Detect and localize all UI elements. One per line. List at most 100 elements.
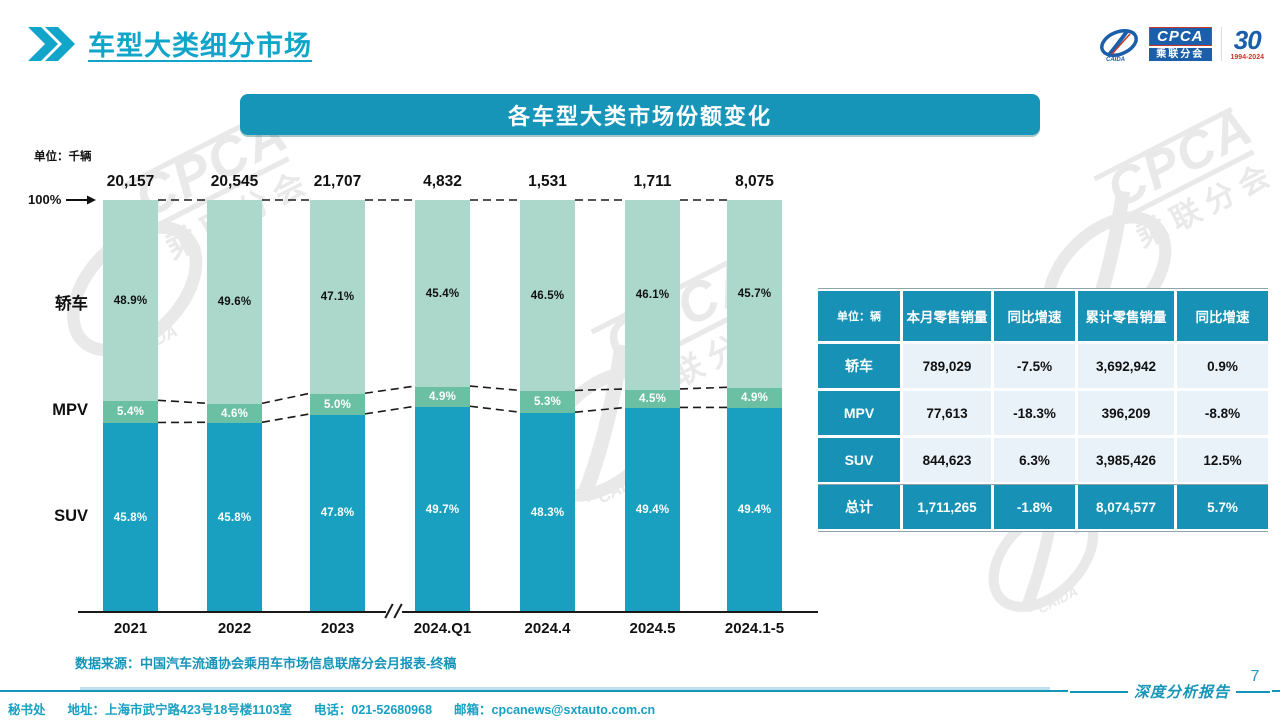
segment-value-label: 4.6%	[220, 407, 248, 420]
unit-label: 单位：千辆	[34, 151, 92, 163]
axis-100-label: 100%	[28, 192, 97, 207]
anniversary-number: 30	[1233, 25, 1262, 55]
segment-value-label: 49.4%	[737, 504, 772, 517]
SUV-segment: 45.8%	[103, 423, 158, 612]
SUV-segment: 49.4%	[727, 408, 782, 612]
cpca-subtext: 乘联分会	[1149, 48, 1212, 61]
footer-item: 秘书处	[8, 703, 46, 717]
segment-value-label: 45.7%	[737, 288, 772, 301]
stacked-bar: 47.1% 5.0% 47.8%	[310, 200, 365, 612]
segment-value-label: 5.4%	[116, 406, 144, 419]
table-data-cell: 5.7%	[1177, 485, 1268, 529]
table-row-label: MPV	[818, 391, 900, 435]
footer-item: 地址：上海市武宁路423号18号楼1103室	[67, 703, 292, 717]
category-label-MPV: MPV	[52, 401, 88, 420]
page-title: 车型大类细分市场	[88, 31, 312, 61]
bar-total-label: 21,707	[313, 173, 362, 190]
table-data-cell: 789,029	[903, 344, 991, 388]
轿车-segment: 47.1%	[310, 200, 365, 395]
segment-value-label: 4.9%	[740, 392, 768, 405]
table-data-cell: 396,209	[1078, 391, 1174, 435]
轿车-segment: 46.5%	[520, 200, 575, 392]
svg-text:CAIDA: CAIDA	[1106, 57, 1125, 62]
segment-value-label: 49.7%	[425, 503, 460, 516]
segment-value-label: 48.3%	[530, 506, 565, 519]
轿车-segment: 45.4%	[415, 200, 470, 388]
table-total-separator	[818, 484, 1268, 485]
table-data-cell: -7.5%	[994, 344, 1075, 388]
logo-divider	[1220, 27, 1222, 61]
sales-table: 单位：辆 本月零售销量 同比增速 累计零售销量 同比增速 轿车 789,029 -7.5% 3,…	[818, 288, 1268, 532]
cpca-wordmark: CPCA 乘联分会	[1149, 27, 1212, 61]
x-axis-tick-label: 2024.4	[524, 620, 571, 637]
segment-value-label: 49.4%	[635, 504, 670, 517]
table-header-cell: 本月零售销量	[903, 291, 991, 341]
table-data-cell: 77,613	[903, 391, 991, 435]
table-data-cell: -18.3%	[994, 391, 1075, 435]
bar-total-label: 1,531	[528, 173, 567, 190]
table-data-cell: 6.3%	[994, 438, 1075, 482]
MPV-segment: 4.6%	[207, 404, 262, 424]
footer-line-light	[80, 687, 1050, 690]
x-axis-line	[402, 611, 818, 613]
table-data-cell: 1,711,265	[903, 485, 991, 529]
table-header-cell: 累计零售销量	[1078, 291, 1174, 341]
table-row-label: 轿车	[818, 344, 900, 388]
footer-item: 邮箱：cpcanews@sxtauto.com.cn	[454, 703, 656, 717]
category-label-SUV: SUV	[54, 506, 88, 525]
segment-value-label: 46.5%	[530, 289, 565, 302]
table-header-cell: 同比增速	[1177, 291, 1268, 341]
segment-value-label: 49.6%	[217, 296, 252, 309]
SUV-segment: 47.8%	[310, 414, 365, 612]
footer-contact: 秘书处 地址：上海市武宁路423号18号楼1103室 电话：021-52680968…	[8, 699, 655, 718]
table-header-cell: 单位：辆	[818, 291, 900, 341]
table-data-cell: 12.5%	[1177, 438, 1268, 482]
x-axis-tick-label: 2024.5	[629, 620, 676, 637]
data-source-note: 数据来源：中国汽车流通协会乘用车市场信息联席分会月报表-终稿	[75, 656, 457, 671]
segment-value-label: 45.8%	[113, 511, 148, 524]
table-row-label: SUV	[818, 438, 900, 482]
table-header-cell: 同比增速	[994, 291, 1075, 341]
table-data-cell: 3,692,942	[1078, 344, 1174, 388]
table-data-cell: -1.8%	[994, 485, 1075, 529]
cpca-text: CPCA	[1149, 27, 1212, 46]
bar-total-label: 20,157	[106, 173, 155, 190]
MPV-segment: 5.4%	[103, 401, 158, 424]
x-axis-tick-label: 2022	[217, 620, 252, 637]
segment-value-label: 47.8%	[320, 507, 355, 520]
segment-value-label: 45.8%	[217, 511, 252, 524]
footer-item: 电话：021-52680968	[313, 703, 433, 717]
bar-total-label: 4,832	[423, 173, 462, 190]
page-number: 7	[1250, 668, 1260, 685]
decorative-line-left	[1070, 690, 1128, 693]
segment-value-label: 4.9%	[428, 391, 456, 404]
axis-100-text: 100%	[28, 192, 62, 207]
bar-total-label: 8,075	[735, 173, 774, 190]
header: 车型大类细分市场	[28, 24, 312, 63]
double-chevron-icon	[28, 26, 75, 61]
report-type-label-row: 深度分析报告	[1068, 681, 1273, 702]
MPV-segment: 5.0%	[310, 394, 365, 415]
footer-line	[0, 690, 1280, 692]
x-axis-tick-label: 2023	[320, 620, 355, 637]
stacked-bar: 45.4% 4.9% 49.7%	[415, 200, 470, 612]
segment-value-label: 45.4%	[425, 287, 460, 300]
bar-total-label: 20,545	[210, 173, 259, 190]
table-data-cell: 3,985,426	[1078, 438, 1174, 482]
report-type-label: 深度分析报告	[1134, 683, 1231, 701]
table-data-cell: 844,623	[903, 438, 991, 482]
table-data-cell: 0.9%	[1177, 344, 1268, 388]
table-row-label: 总计	[818, 485, 900, 529]
table-data-cell: -8.8%	[1177, 391, 1268, 435]
chart-title: 各车型大类市场份额变化	[507, 103, 772, 129]
bar-total-label: 1,711	[633, 173, 672, 190]
x-axis-tick-label: 2024.1-5	[724, 620, 785, 637]
MPV-segment: 4.9%	[415, 387, 470, 408]
x-axis-line	[78, 611, 386, 613]
MPV-segment: 4.9%	[727, 388, 782, 409]
SUV-segment: 49.7%	[415, 407, 470, 612]
chart-title-banner: 各车型大类市场份额变化	[240, 94, 1040, 135]
anniversary-years: 1994-2024	[1230, 54, 1264, 61]
segment-value-label: 47.1%	[320, 291, 355, 304]
